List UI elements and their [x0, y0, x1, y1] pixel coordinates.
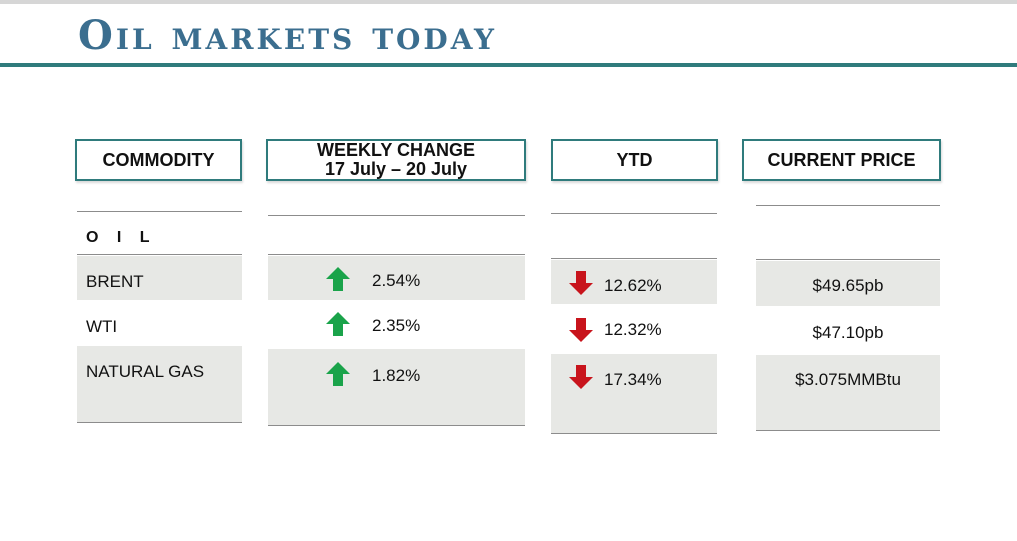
weekly-cell-brent: [268, 256, 525, 300]
commodity-section-rule: [77, 254, 242, 255]
commodity-cell-wti: WTI: [77, 302, 242, 346]
header-ytd-label: YTD: [616, 149, 653, 170]
weekly-top-rule: [268, 215, 525, 216]
green-up-arrow-icon: [326, 267, 350, 291]
commodity-top-rule: [77, 211, 242, 212]
green-up-arrow-icon: [326, 312, 350, 336]
weekly-bottom-rule: [268, 425, 525, 426]
commodity-bottom-rule: [77, 422, 242, 423]
weekly-change-value: 2.54%: [372, 271, 421, 290]
commodity-cell-brent: BRENT: [77, 256, 242, 300]
price-cell-brent: [756, 261, 940, 306]
weekly-cell-natural-gas: [268, 349, 525, 425]
price-value: $49.65pb: [812, 276, 884, 295]
header-weekly-change: WEEKLY CHANGE 17 July – 20 July: [266, 139, 526, 181]
header-weekly-change-label: WEEKLY CHANGE: [316, 140, 476, 160]
header-commodity: COMMODITY: [75, 139, 242, 181]
weekly-change-value: 1.82%: [372, 366, 421, 385]
price-bottom-rule: [756, 430, 940, 431]
commodity-name: NATURAL GAS: [86, 362, 205, 381]
commodity-cell-natural-gas: NATURAL GAS: [77, 346, 242, 422]
header-current-price: CURRENT PRICE: [742, 139, 941, 181]
commodity-name: BRENT: [86, 272, 144, 291]
ytd-top-rule: [551, 213, 717, 214]
red-down-arrow-icon: [569, 318, 593, 342]
ytd-value: 12.32%: [604, 320, 662, 339]
ytd-value: 17.34%: [604, 370, 662, 389]
price-value: $3.075MMBtu: [795, 370, 901, 389]
ytd-value: 12.62%: [604, 276, 662, 295]
header-ytd: YTD: [551, 139, 718, 181]
red-down-arrow-icon: [569, 271, 593, 295]
header-commodity-label: COMMODITY: [102, 149, 215, 170]
price-value: $47.10pb: [812, 323, 884, 342]
price-top-rule: [756, 205, 940, 206]
page-title: Oil markets today: [78, 12, 498, 59]
price-cell-natural-gas: [756, 355, 940, 430]
weekly-section-rule: [268, 254, 525, 255]
title-underline: [0, 63, 1017, 67]
red-down-arrow-icon: [569, 365, 593, 389]
weekly-change-value: 2.35%: [372, 316, 421, 335]
ytd-section-rule: [551, 258, 717, 259]
header-weekly-period: 17 July – 20 July: [324, 159, 468, 179]
price-section-rule: [756, 259, 940, 260]
commodity-name: WTI: [86, 317, 118, 336]
ytd-bottom-rule: [551, 433, 717, 434]
header-current-price-label: CURRENT PRICE: [767, 149, 916, 170]
green-up-arrow-icon: [326, 362, 350, 386]
top-border: [0, 0, 1017, 4]
section-label-oil: O I L: [86, 229, 157, 246]
